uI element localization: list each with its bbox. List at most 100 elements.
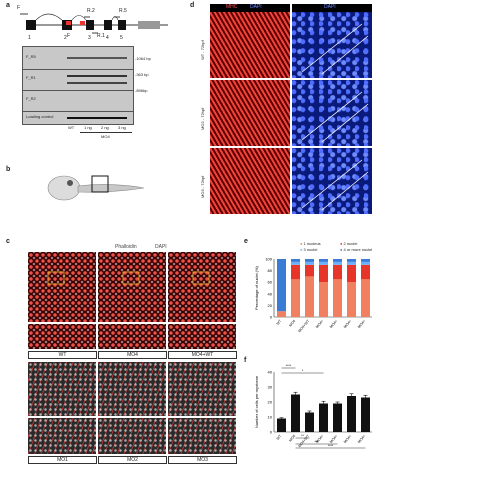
gel-band — [67, 117, 127, 119]
row-label-text: MO3 - 72hpf — [200, 175, 205, 198]
primer-f2: F — [67, 33, 71, 39]
e-bar-segment — [333, 261, 342, 265]
e-xtick: MO4 — [288, 319, 296, 327]
caption-mo4-wt: MO4+WT — [168, 351, 237, 359]
mhc-mo3 — [210, 148, 290, 214]
f-ytick: 10 — [268, 415, 273, 420]
gel-row-label: F_R1 — [26, 75, 36, 80]
size-896: -896bp — [135, 88, 148, 93]
caption-mo1: MO1 — [28, 456, 97, 464]
f-sig-label: **** — [328, 444, 334, 448]
e-bar-segment — [347, 282, 356, 317]
gel-row-loading: Loading control — [22, 111, 134, 125]
e-bar-segment — [291, 261, 300, 265]
e-xtick: MO4+ — [315, 319, 324, 329]
f-sig-label: ** — [301, 434, 304, 438]
legend-label: 1 nucleus — [303, 241, 321, 246]
caption-mo4: MO4 — [98, 351, 167, 359]
channel-mhc: MHC — [226, 4, 238, 10]
mo4-bracket — [80, 132, 132, 133]
gel-row-label: Loading control — [26, 114, 54, 119]
f-xtick: MO4+ — [357, 434, 366, 444]
panel-c-label: c — [6, 238, 10, 245]
chart-e: Percentage of nuclei (%) 0 20 40 60 80 100 WT MO… — [254, 257, 372, 333]
f-bar — [347, 396, 356, 432]
e-ytick: 0 — [270, 315, 273, 320]
e-bar-segment — [347, 259, 356, 262]
f-xtick: MO4 — [288, 434, 296, 442]
zoom-mo4 — [98, 324, 166, 349]
chart-f: Number of cells per myotome 0 10 20 30 40 WT MO… — [254, 364, 372, 449]
e-xtick: MO4+WT — [298, 318, 311, 333]
e-xtick: WT — [276, 318, 283, 325]
dapi-mo2 — [292, 80, 372, 146]
size-1064: -1064 bp — [135, 56, 151, 61]
exon-5: 5 — [120, 35, 123, 41]
f-xtick: MO4+ — [315, 434, 324, 444]
f-ylabel: Number of cells per myotome — [254, 375, 259, 428]
size-363: -363 bp — [135, 72, 149, 77]
f-ytick: 0 — [270, 430, 273, 435]
e-bar-segment — [333, 259, 342, 262]
legend-item: ● 2 nuclei — [340, 241, 358, 246]
f-bar — [291, 394, 300, 432]
channel-dapi-1: DAPI — [250, 4, 262, 10]
zoom-mo3 — [168, 418, 236, 454]
e-bar-segment — [305, 276, 314, 317]
e-bar-segment — [361, 261, 370, 265]
f-bar — [305, 412, 314, 432]
panel-e-label: e — [244, 238, 248, 245]
gel-row-label: F_R2 — [26, 96, 36, 101]
e-bar-segment — [277, 259, 286, 312]
mhc-mo2 — [210, 80, 290, 146]
image-mo4-wt — [168, 252, 236, 322]
e-bar-segment — [305, 264, 314, 277]
e-bar-segment — [319, 261, 328, 265]
gel-row-f-r5: F_R5 — [22, 46, 134, 70]
channel-dapi: DAPI — [155, 244, 167, 250]
f-xtick: WT — [276, 433, 283, 440]
myotome-boundaries — [301, 23, 369, 211]
image-mo2 — [98, 362, 166, 416]
zoom-wt — [28, 324, 96, 349]
mhc-wt — [210, 12, 290, 78]
image-mo1 — [28, 362, 96, 416]
f-xtick: MO4+WT — [298, 433, 311, 448]
image-mo4 — [98, 252, 166, 322]
e-bar-segment — [319, 264, 328, 283]
row-label-wt: WT - 72hpf — [200, 12, 210, 78]
gel-row-f-r2: F_R2 — [22, 90, 134, 112]
exon-2: 2 — [64, 35, 67, 41]
f-xtick: MO4+ — [329, 434, 338, 444]
f-ytick: 20 — [268, 400, 273, 405]
e-bar-segment — [291, 279, 300, 317]
row-label-text: WT - 72hpf — [200, 40, 205, 60]
row-label-mo3: MO3 - 72hpf — [200, 148, 210, 214]
e-bar-segment — [291, 264, 300, 280]
e-ytick: 60 — [268, 280, 273, 285]
f-xtick: MO4+ — [343, 434, 352, 444]
caption-mo2: MO2 — [98, 456, 167, 464]
e-ytick: 20 — [268, 303, 273, 308]
dapi-wt — [292, 12, 372, 78]
channel-dapi-2: DAPI — [324, 4, 336, 10]
f-sig-label: * — [302, 369, 304, 373]
f-ytick: 40 — [268, 370, 273, 375]
row-label-mo2: MO2 - 72hpf — [200, 80, 210, 146]
f-ytick: 30 — [268, 385, 273, 390]
zoom-mo2 — [98, 418, 166, 454]
e-xtick: MO4+ — [329, 319, 338, 329]
zoom-mo1 — [28, 418, 96, 454]
e-xtick: MO4+ — [357, 319, 366, 329]
lane-wt: WT — [68, 125, 75, 130]
e-bar-segment — [333, 264, 342, 280]
f-sig-label: *** — [314, 440, 319, 444]
legend-item: ● 3 nuclei — [300, 247, 318, 252]
primer-r5: R.5 — [119, 8, 127, 14]
e-bar-segment — [347, 264, 356, 283]
caption-wt: WT — [28, 351, 97, 359]
image-mo3 — [168, 362, 236, 416]
e-ylabel: Percentage of nuclei (%) — [254, 265, 259, 309]
panel-a-label: a — [6, 2, 10, 9]
panel-f-label: f — [244, 357, 247, 364]
